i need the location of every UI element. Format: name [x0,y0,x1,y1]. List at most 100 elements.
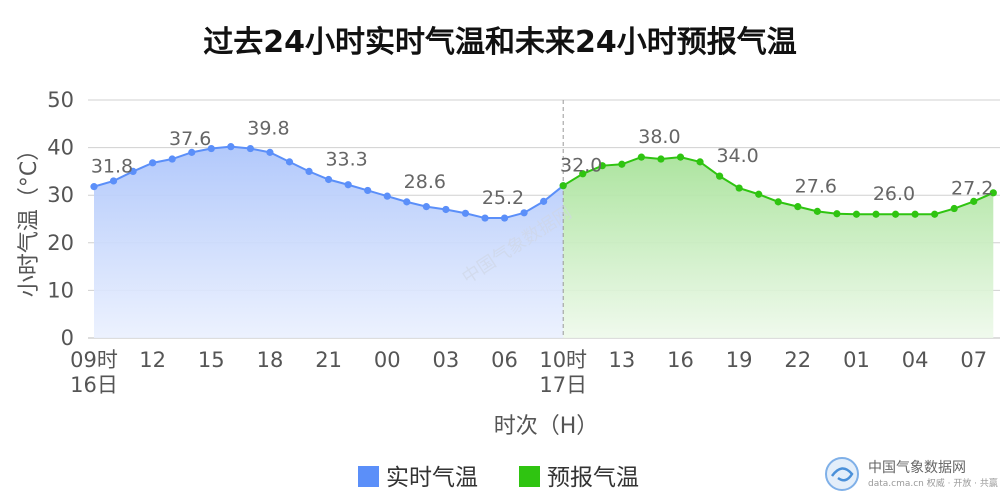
data-point [285,158,294,166]
data-point [305,167,313,175]
data-point [657,155,665,163]
legend-label-forecast: 预报气温 [547,465,639,491]
data-point [579,170,587,178]
data-label: 28.6 [404,171,446,193]
legend-label-realtime: 实时气温 [386,465,478,491]
data-point [559,182,567,190]
data-point [149,159,157,167]
data-point [852,210,861,218]
x-tick-label: 04 [902,348,929,372]
data-label: 39.8 [247,118,289,140]
legend-swatch-realtime [358,466,379,487]
data-label: 26.0 [873,183,915,205]
x-tick-label: 12 [139,348,166,372]
x-axis-label: 时次（H） [494,414,599,439]
data-point [129,167,137,175]
data-point [911,210,919,218]
x-tick-label: 10时 [539,348,587,372]
data-point [598,162,606,170]
data-point [383,192,391,200]
x-tick-label: 18 [257,348,284,372]
x-tick-date-label: 17日 [539,373,587,397]
data-label: 27.6 [795,176,837,198]
data-point [500,214,509,222]
data-label: 38.0 [638,126,680,148]
data-point [794,203,802,211]
y-tick-label: 0 [61,326,74,350]
data-point [520,209,528,217]
x-tick-label: 21 [315,348,342,372]
legend: 实时气温 预报气温 [358,465,639,491]
logo-swirl-icon [830,467,854,482]
area-series-1 [563,157,994,338]
data-point [696,158,704,166]
data-point [813,207,821,215]
data-point [950,204,958,213]
data-point [755,190,763,198]
data-point [461,209,470,217]
x-tick-label: 00 [374,348,401,372]
data-point [266,148,274,156]
data-point [403,198,411,206]
logo-tagline: data.cma.cn 权威 · 开放 · 共赢 [868,477,998,489]
brand-logo: 中国气象数据网 data.cma.cn 权威 · 开放 · 共赢 [825,457,998,491]
data-point [207,144,215,153]
x-tick-label: 07 [960,348,987,372]
x-tick-label: 09时 [70,348,118,372]
data-point [188,148,196,156]
logo-icon [825,457,859,491]
data-label: 33.3 [325,148,367,170]
x-tick-label: 16 [667,348,694,372]
x-tick-label: 13 [608,348,635,372]
data-point [246,144,254,153]
y-axis-ticks: 0 10 20 30 40 50 [47,88,74,350]
x-tick-label: 22 [784,348,811,372]
data-label: 31.8 [91,156,133,178]
y-axis-label: 小时气温（°C） [17,139,42,297]
data-point [227,143,235,151]
x-tick-label: 19 [726,348,753,372]
data-label: 32.0 [560,155,602,177]
data-point [442,205,450,214]
data-point [891,210,900,218]
data-point [481,214,489,222]
data-label: 34.0 [716,145,758,167]
data-point [109,177,118,185]
data-point [344,181,352,189]
x-tick-label: 03 [433,348,460,372]
y-tick-label: 50 [47,88,74,112]
area-series-0 [94,146,564,338]
data-point [774,198,782,206]
y-tick-label: 30 [47,183,74,207]
x-tick-label: 15 [198,348,225,372]
data-label: 27.2 [951,178,993,200]
data-point [970,197,978,205]
data-point [735,184,743,192]
data-point [90,183,98,191]
data-labels: 31.8 37.6 39.8 33.3 28.6 25.2 32.0 38.0 34.0 27.6… [91,118,994,209]
series-points [90,143,997,222]
legend-swatch-forecast [519,466,540,487]
y-tick-label: 10 [47,278,74,302]
data-point [422,203,430,211]
y-tick-label: 20 [47,231,74,255]
series-areas [94,146,994,338]
data-point [364,186,372,195]
x-tick-label: 01 [843,348,870,372]
data-point [637,153,646,161]
data-point [540,197,548,205]
x-tick-date-label: 16日 [70,373,118,397]
data-point [931,210,939,218]
data-point [833,210,841,218]
data-point [325,175,333,184]
logo-name: 中国气象数据网 [868,460,966,476]
y-tick-label: 40 [47,136,74,160]
data-point [872,210,880,218]
data-point [168,155,176,163]
data-label: 25.2 [482,187,524,209]
chart-title: 过去24小时实时气温和未来24小时预报气温 [203,25,797,60]
data-point [618,160,626,168]
data-point [716,172,724,180]
